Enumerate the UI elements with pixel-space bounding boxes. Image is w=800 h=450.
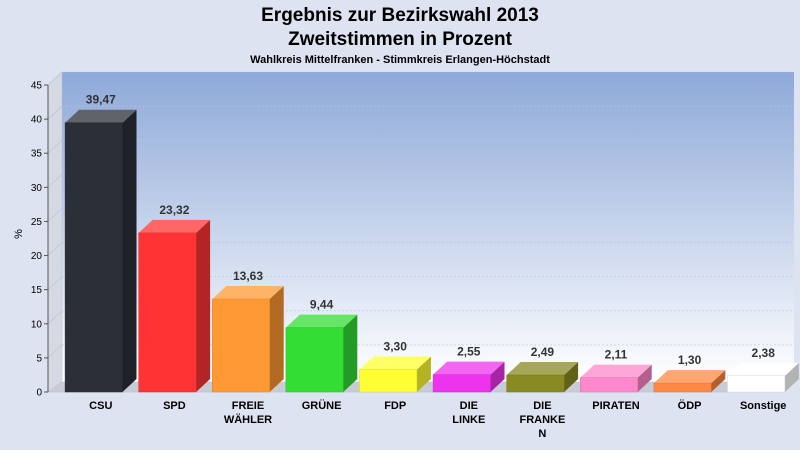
- bar-top: [727, 362, 799, 376]
- axes: 0 5 10 15 20 25 30 35 40 45: [31, 81, 49, 399]
- bar-side: [196, 219, 211, 392]
- y-tick-label: 30: [31, 183, 43, 194]
- bar-side: [637, 364, 652, 392]
- bar: [580, 377, 638, 393]
- value-label: 9,44: [310, 298, 334, 312]
- grid-line: [47, 174, 63, 188]
- category-label: DIE: [533, 400, 551, 412]
- y-tick-label: 5: [36, 353, 42, 364]
- y-tick-label: 35: [31, 149, 43, 160]
- grid-line: [47, 140, 63, 154]
- bars: [64, 109, 799, 393]
- grid-line: [47, 71, 63, 86]
- bar-side: [122, 109, 137, 392]
- bar: [359, 369, 418, 393]
- value-label: 2,11: [605, 348, 628, 362]
- bar-top: [506, 362, 579, 376]
- bar-side: [269, 286, 284, 392]
- category-label: FDP: [384, 400, 406, 412]
- bar-top: [65, 109, 137, 123]
- chart-title: Ergebnis zur Bezirkswahl 2013: [261, 5, 539, 26]
- y-tick-label: 45: [31, 81, 43, 92]
- bar: [506, 374, 565, 393]
- chart-subtitle: Zweitstimmen in Prozent: [288, 29, 512, 50]
- category-label: N: [538, 428, 546, 440]
- bar-side: [711, 370, 726, 392]
- category-label: WÄHLER: [224, 413, 272, 426]
- bar-side: [343, 314, 358, 392]
- y-tick-label: 20: [31, 251, 43, 262]
- plot-side-wall: [47, 71, 63, 393]
- y-tick-label: 40: [31, 115, 43, 126]
- category-label: FRANKE: [519, 414, 565, 426]
- bar: [653, 382, 712, 393]
- category-label: SPD: [163, 400, 186, 412]
- bar-side: [564, 362, 579, 392]
- value-label: 39,47: [86, 93, 116, 107]
- chart-caption: Wahlkreis Mittelfranken - Stimmkreis Erl…: [250, 54, 550, 66]
- value-label: 23,32: [159, 203, 189, 217]
- category-label: Sonstige: [740, 400, 786, 412]
- bar-top: [433, 361, 505, 375]
- bar: [64, 122, 123, 393]
- grid-line: [47, 242, 63, 256]
- grid-line: [47, 344, 63, 359]
- bar: [285, 327, 344, 393]
- category-label: LINKE: [452, 414, 485, 426]
- bar-top: [653, 370, 726, 384]
- grid-line: [47, 276, 63, 290]
- grid-line: [47, 310, 63, 324]
- y-tick-label: 10: [31, 319, 43, 330]
- category-label: DIE: [460, 400, 478, 412]
- bar: [138, 232, 197, 393]
- bar: [727, 375, 786, 393]
- bar-top: [580, 364, 652, 378]
- value-label: 2,38: [752, 346, 776, 360]
- bar-top: [285, 314, 358, 328]
- category-label: GRÜNE: [302, 399, 342, 412]
- y-tick-label: 15: [31, 285, 43, 296]
- value-label: 3,30: [384, 339, 408, 353]
- y-axis-label: %: [13, 229, 25, 239]
- bar-side: [416, 356, 431, 392]
- grid-line: [47, 105, 63, 120]
- value-label: 1,30: [678, 353, 702, 367]
- bar: [432, 374, 491, 393]
- category-label: FREIE: [232, 400, 264, 412]
- category-label: ÖDP: [678, 399, 702, 412]
- bar-top: [212, 286, 284, 300]
- bar-side: [490, 361, 505, 392]
- category-label: PIRATEN: [592, 400, 640, 412]
- bar: [212, 298, 270, 393]
- bar-top: [359, 356, 431, 370]
- value-label: 2,49: [531, 345, 555, 359]
- value-label: 2,55: [457, 345, 481, 359]
- value-label: 13,63: [233, 269, 263, 283]
- y-tick-label: 25: [31, 217, 43, 228]
- grid-line: [47, 208, 63, 222]
- y-tick-label: 0: [36, 388, 42, 399]
- bar-side: [784, 362, 799, 392]
- category-label: CSU: [89, 400, 112, 412]
- bar-top: [138, 219, 211, 233]
